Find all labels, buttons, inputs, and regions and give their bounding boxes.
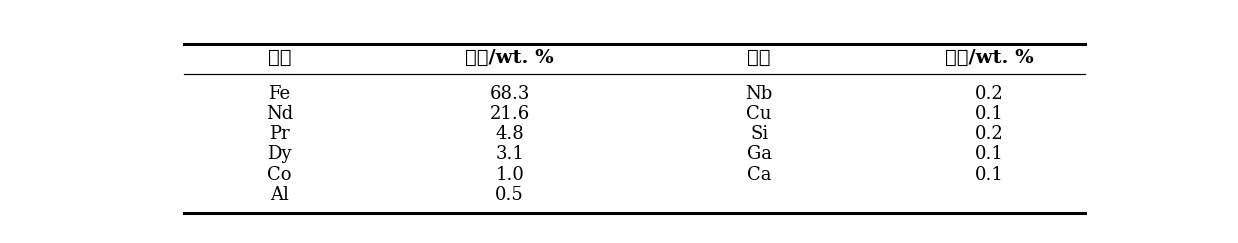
Text: Nb: Nb	[745, 85, 773, 103]
Text: 元素: 元素	[748, 49, 771, 67]
Text: Nd: Nd	[266, 105, 293, 123]
Text: Si: Si	[750, 125, 769, 143]
Text: Co: Co	[267, 165, 292, 183]
Text: Cu: Cu	[747, 105, 773, 123]
Text: Al: Al	[270, 186, 288, 204]
Text: 0.1: 0.1	[976, 105, 1004, 123]
Text: 21.6: 21.6	[489, 105, 530, 123]
Text: 68.3: 68.3	[489, 85, 530, 103]
Text: 0.2: 0.2	[976, 125, 1004, 143]
Text: 含量/wt. %: 含量/wt. %	[465, 49, 555, 67]
Text: 0.1: 0.1	[976, 145, 1004, 163]
Text: 元素: 元素	[267, 49, 291, 67]
Text: 0.5: 0.5	[495, 186, 524, 204]
Text: 4.8: 4.8	[495, 125, 524, 143]
Text: Dy: Dy	[267, 145, 292, 163]
Text: Ga: Ga	[747, 145, 771, 163]
Text: 0.1: 0.1	[976, 165, 1004, 183]
Text: 0.2: 0.2	[976, 85, 1004, 103]
Text: 1.0: 1.0	[495, 165, 524, 183]
Text: Pr: Pr	[269, 125, 290, 143]
Text: 含量/wt. %: 含量/wt. %	[945, 49, 1034, 67]
Text: Ca: Ca	[747, 165, 771, 183]
Text: 3.1: 3.1	[495, 145, 524, 163]
Text: Fe: Fe	[269, 85, 291, 103]
